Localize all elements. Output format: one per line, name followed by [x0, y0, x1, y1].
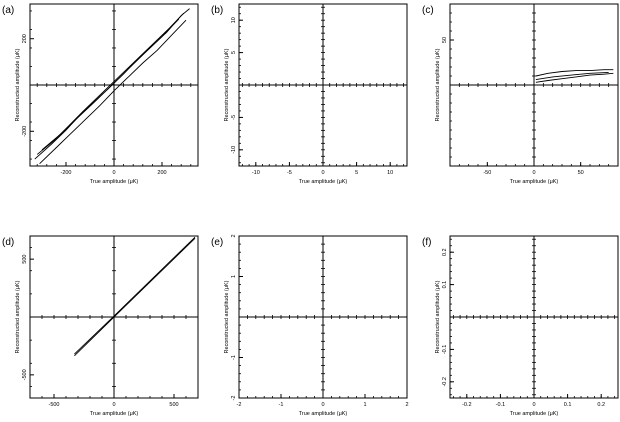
- x-axis-label: True amplitude (μK): [510, 411, 559, 417]
- y-tick-label: -500: [22, 369, 28, 380]
- y-axis-label: Reconstructed amplitude (μK): [435, 280, 441, 353]
- x-tick-label: 10: [387, 170, 393, 176]
- y-tick-label: 50: [442, 37, 448, 43]
- x-axis-label: True amplitude (μK): [90, 179, 139, 185]
- x-tick-label: -200: [60, 170, 71, 176]
- x-tick-label: 0: [532, 170, 535, 176]
- x-axis-label: True amplitude (μK): [299, 179, 348, 185]
- panel-6: -0.2 -0.1 0 0.1 0.2 -0.2 -0.1 0.1 0.2 True amplit…: [422, 235, 619, 417]
- y-tick-label: 1: [231, 275, 237, 278]
- x-tick-label: 500: [169, 402, 178, 408]
- x-tick-label: 200: [157, 170, 166, 176]
- x-tick-label: -0.2: [462, 402, 471, 408]
- panel-label: (c): [422, 5, 434, 16]
- y-tick-label: -1: [231, 355, 237, 360]
- x-tick-label: 0: [321, 170, 324, 176]
- panel-4: -500 0 500 -500 500 True amplitude (μK) Recons…: [2, 235, 199, 417]
- panel-1: -200 0 200 -200 200 True amplitude (μK) Recons…: [2, 3, 199, 185]
- series-line-2: [535, 72, 614, 83]
- x-tick-label: 1: [363, 402, 366, 408]
- x-tick-label: 50: [578, 170, 584, 176]
- series-line-1: [535, 69, 614, 77]
- x-axis-label: True amplitude (μK): [90, 411, 139, 417]
- y-axis-label: Reconstructed amplitude (μK): [15, 48, 21, 121]
- y-tick-label: -10: [231, 146, 237, 154]
- x-tick-label: -0.1: [496, 402, 505, 408]
- panel-3: -50 0 50 50 True amplitude (μK) Reconstructed…: [422, 3, 619, 185]
- panel-label: (b): [211, 5, 223, 16]
- panel-label: (d): [2, 237, 14, 248]
- series-line-4: [41, 18, 180, 151]
- x-tick-label: 0: [112, 402, 115, 408]
- y-tick-label: 5: [231, 51, 237, 54]
- panel-label: (e): [211, 237, 223, 248]
- y-tick-label: 0.1: [442, 281, 448, 289]
- x-tick-label: 0: [321, 402, 324, 408]
- y-axis-label: Reconstructed amplitude (μK): [224, 48, 230, 121]
- panel-label: (f): [422, 237, 431, 248]
- panel-2: -10 -5 0 5 10 -10 -5 5 10 True amplitude (μK) Reco…: [211, 3, 408, 185]
- x-tick-label: -2: [237, 402, 242, 408]
- x-tick-label: -500: [48, 402, 59, 408]
- y-tick-label: -5: [231, 115, 237, 120]
- y-axis-label: Reconstructed amplitude (μK): [15, 280, 21, 353]
- y-tick-label: 2: [231, 234, 237, 237]
- y-tick-label: 200: [22, 34, 28, 43]
- y-tick-label: 0.2: [442, 248, 448, 256]
- y-tick-label: -0.1: [442, 345, 448, 354]
- x-tick-label: -50: [483, 170, 491, 176]
- x-tick-label: 0.2: [597, 402, 605, 408]
- series-line-2: [74, 236, 196, 355]
- panel-5: -2 -1 0 1 2 -2 -1 1 2 True amplitude (μK) Reconstr…: [211, 234, 409, 417]
- x-tick-label: 0: [532, 402, 535, 408]
- x-axis-label: True amplitude (μK): [299, 411, 348, 417]
- x-axis-label: True amplitude (μK): [510, 179, 559, 185]
- x-tick-label: 0.1: [564, 402, 572, 408]
- x-tick-label: -5: [287, 170, 292, 176]
- x-tick-label: 2: [405, 402, 408, 408]
- x-tick-label: -1: [279, 402, 284, 408]
- y-axis-label: Reconstructed amplitude (μK): [435, 48, 441, 121]
- y-tick-label: 10: [231, 17, 237, 23]
- series-line-1: [74, 237, 196, 357]
- series-line-3: [535, 71, 609, 81]
- y-tick-label: -2: [231, 396, 237, 401]
- series-line-3: [39, 19, 187, 165]
- y-tick-label: -0.2: [442, 377, 448, 386]
- x-tick-label: -10: [252, 170, 260, 176]
- y-tick-label: -200: [22, 126, 28, 137]
- y-axis-label: Reconstructed amplitude (μK): [224, 280, 230, 353]
- panel-label: (a): [2, 5, 14, 16]
- x-tick-label: 0: [112, 170, 115, 176]
- y-tick-label: 500: [22, 255, 28, 264]
- x-tick-label: 5: [355, 170, 358, 176]
